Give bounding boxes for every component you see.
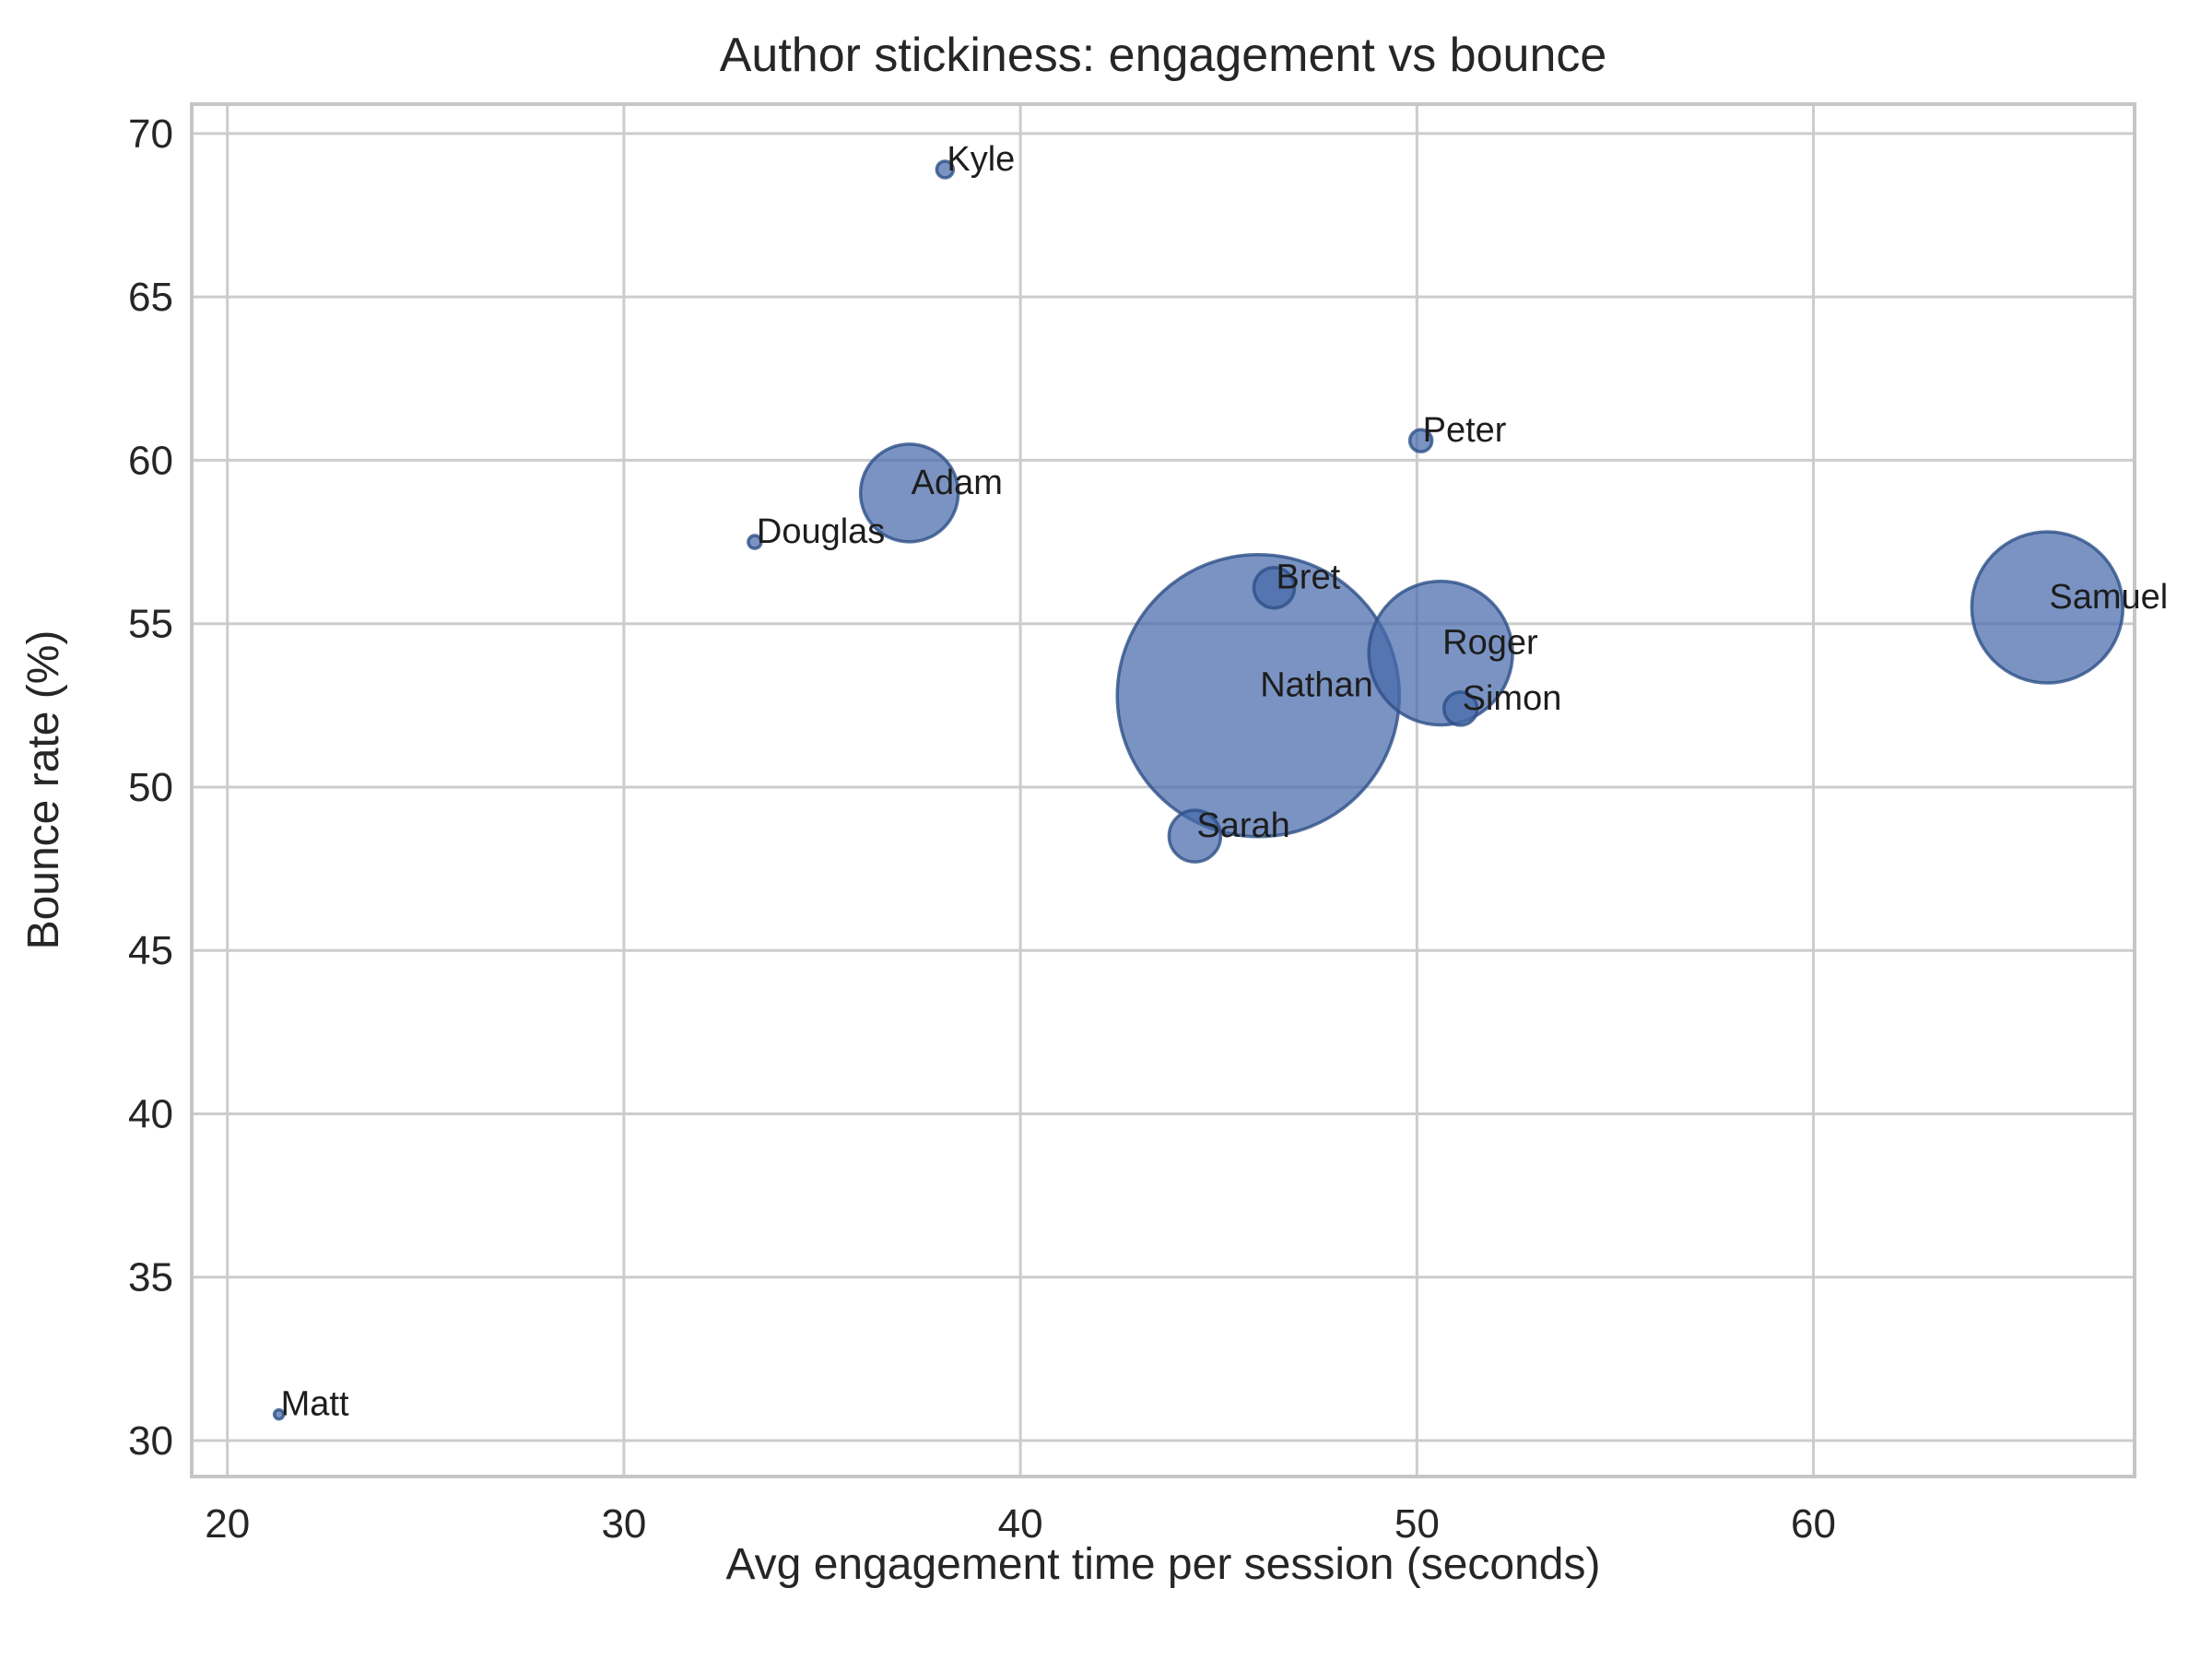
point-label-sarah: Sarah <box>1196 806 1289 845</box>
bubble-peter <box>1407 428 1434 453</box>
bubble-douglas <box>747 534 763 550</box>
point-label-nathan: Nathan <box>1260 666 1373 705</box>
point-label-kyle: Kyle <box>947 140 1015 179</box>
x-tick-20: 20 <box>205 1501 250 1547</box>
point-label-matt: Matt <box>281 1385 349 1424</box>
point-label-simon: Simon <box>1463 679 1562 718</box>
chart-title: Author stickiness: engagement vs bounce <box>719 29 1607 82</box>
point-label-adam: Adam <box>912 464 1003 502</box>
bubble-samuel <box>1970 530 2125 685</box>
bubble-adam <box>858 442 960 544</box>
bubble-matt <box>272 1407 286 1421</box>
x-tick-50: 50 <box>1394 1501 1440 1547</box>
point-label-peter: Peter <box>1423 411 1507 450</box>
y-axis-label: Bounce rate (%) <box>19 629 68 950</box>
x-tick-60: 60 <box>1791 1501 1836 1547</box>
x-axis-label: Avg engagement time per session (seconds… <box>725 1540 1601 1589</box>
y-tick-45: 45 <box>128 928 173 973</box>
y-tick-65: 65 <box>128 275 173 320</box>
y-tick-70: 70 <box>128 112 173 157</box>
y-tick-35: 35 <box>128 1255 173 1300</box>
y-tick-55: 55 <box>128 602 173 647</box>
bubble-bret <box>1252 565 1297 610</box>
bubble-kyle <box>935 159 956 180</box>
y-tick-40: 40 <box>128 1091 173 1136</box>
bubble-sarah <box>1167 808 1223 864</box>
y-tick-50: 50 <box>128 765 173 810</box>
x-tick-30: 30 <box>601 1501 646 1547</box>
y-tick-30: 30 <box>128 1418 173 1464</box>
point-label-douglas: Douglas <box>757 512 885 551</box>
bubble-simon <box>1441 690 1479 727</box>
point-label-bret: Bret <box>1276 559 1340 597</box>
y-tick-60: 60 <box>128 438 173 483</box>
x-tick-40: 40 <box>998 1501 1043 1547</box>
plot-border <box>190 102 2136 1478</box>
point-label-samuel: Samuel <box>2049 578 2168 617</box>
point-label-roger: Roger <box>1442 624 1538 663</box>
bubble-roger <box>1367 579 1514 727</box>
